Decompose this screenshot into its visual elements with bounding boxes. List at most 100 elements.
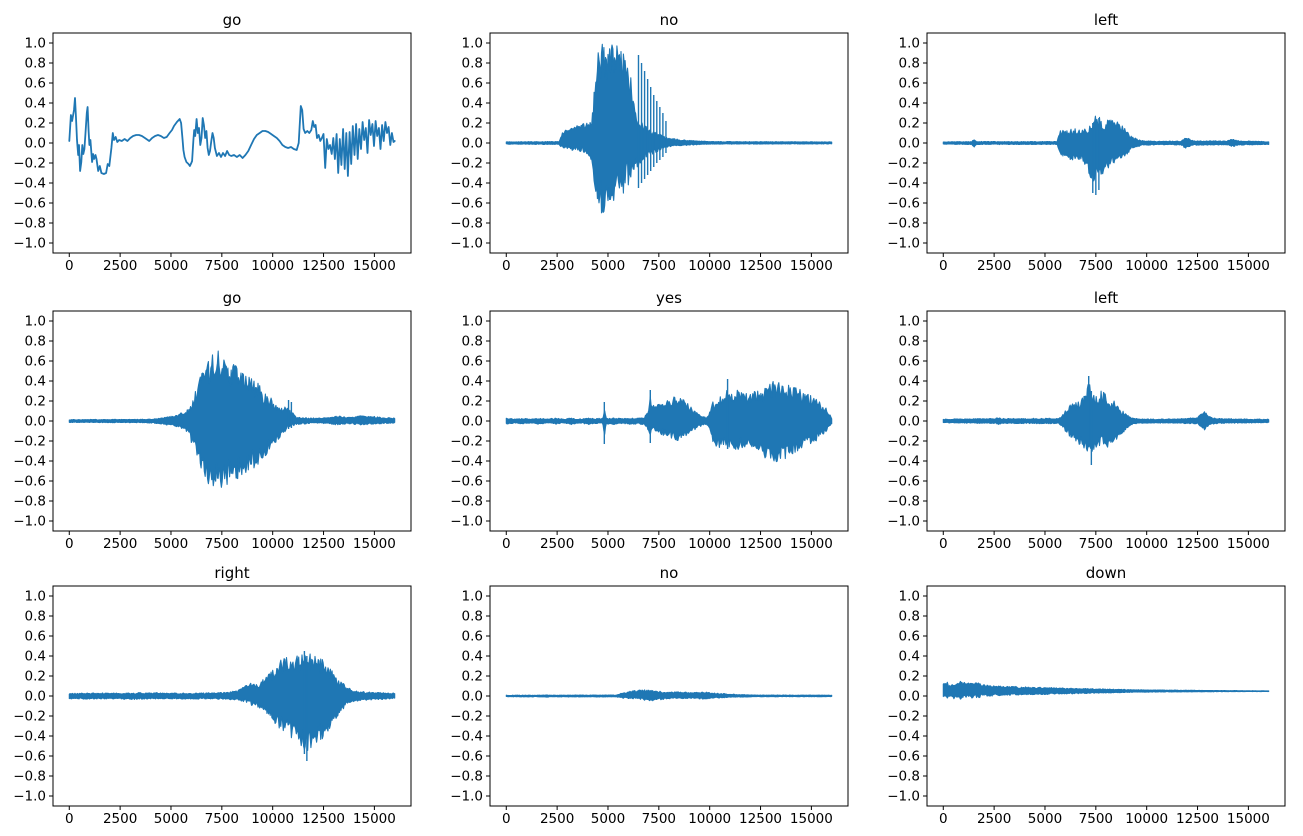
y-tick-label: 0.6 — [25, 354, 46, 370]
x-tick-label: 10000 — [688, 811, 731, 827]
y-tick-label: 0.0 — [899, 689, 920, 705]
y-tick-label: −0.4 — [887, 454, 920, 470]
x-tick-label: 2500 — [103, 258, 137, 274]
x-tick-label: 10000 — [251, 258, 294, 274]
y-tick-label: 1.0 — [899, 36, 920, 52]
waveform-envelope — [942, 384, 1270, 452]
y-tick-label: −0.4 — [887, 729, 920, 745]
y-tick-label: −0.4 — [450, 729, 483, 745]
y-tick-label: −0.4 — [13, 454, 46, 470]
y-tick-label: −0.6 — [13, 196, 46, 212]
x-tick-label: 0 — [939, 258, 948, 274]
x-tick-label: 12500 — [302, 258, 345, 274]
x-tick-label: 0 — [502, 258, 511, 274]
x-tick-label: 10000 — [1125, 258, 1168, 274]
y-tick-label: 0.4 — [25, 374, 46, 390]
x-tick-label: 15000 — [1227, 258, 1270, 274]
y-tick-label: 0.2 — [899, 394, 920, 410]
y-tick-label: 0.0 — [462, 414, 483, 430]
x-tick-label: 7500 — [1079, 536, 1113, 552]
x-tick-label: 2500 — [103, 536, 137, 552]
plot-title: right — [214, 564, 249, 582]
y-tick-label: 0.6 — [462, 629, 483, 645]
y-tick-label: 0.2 — [462, 394, 483, 410]
y-tick-label: 0.0 — [899, 136, 920, 152]
x-tick-label: 7500 — [205, 258, 239, 274]
y-tick-label: −0.2 — [450, 434, 483, 450]
plot-title: left — [1094, 289, 1118, 307]
x-tick-label: 10000 — [1125, 536, 1168, 552]
y-tick-label: −1.0 — [887, 514, 920, 530]
y-tick-label: 0.2 — [25, 394, 46, 410]
plot-title: no — [660, 564, 679, 582]
y-tick-label: 0.6 — [25, 76, 46, 92]
waveform-envelope — [505, 380, 833, 463]
y-tick-label: −1.0 — [450, 514, 483, 530]
x-tick-label: 15000 — [790, 536, 833, 552]
y-tick-label: −0.2 — [887, 434, 920, 450]
y-tick-label: 1.0 — [462, 589, 483, 605]
x-tick-label: 15000 — [790, 258, 833, 274]
x-tick-label: 7500 — [1079, 258, 1113, 274]
x-tick-label: 15000 — [353, 536, 396, 552]
x-tick-label: 12500 — [739, 811, 782, 827]
waveform-envelope — [68, 653, 396, 751]
y-tick-label: 0.2 — [462, 116, 483, 132]
y-tick-label: −0.4 — [450, 454, 483, 470]
y-tick-label: 0.0 — [899, 414, 920, 430]
y-tick-label: 0.8 — [25, 334, 46, 350]
plot-title: go — [223, 289, 242, 307]
x-tick-label: 0 — [939, 811, 948, 827]
y-tick-label: −0.2 — [13, 156, 46, 172]
y-tick-label: −0.8 — [450, 494, 483, 510]
plot-title: yes — [656, 289, 682, 307]
y-tick-label: 0.2 — [462, 669, 483, 685]
y-tick-label: 1.0 — [462, 36, 483, 52]
y-tick-label: 1.0 — [899, 589, 920, 605]
y-tick-label: 0.8 — [462, 609, 483, 625]
x-tick-label: 12500 — [302, 536, 345, 552]
y-tick-label: 0.6 — [25, 629, 46, 645]
y-tick-label: −0.8 — [887, 769, 920, 785]
y-tick-label: 0.2 — [899, 669, 920, 685]
x-tick-label: 10000 — [251, 536, 294, 552]
y-tick-label: −0.6 — [13, 474, 46, 490]
x-tick-label: 12500 — [1176, 258, 1219, 274]
y-tick-label: 0.4 — [462, 96, 483, 112]
y-tick-label: −0.2 — [887, 156, 920, 172]
y-tick-label: −1.0 — [450, 236, 483, 252]
subplot-go-0: go 1.0 0.8 0.6 0.4 0.2 0.0 −0.2 −0.4 −0.6 −0.8 −1.0… — [13, 11, 412, 274]
x-tick-label: 2500 — [977, 258, 1011, 274]
y-tick-label: 0.0 — [25, 689, 46, 705]
y-tick-label: −0.2 — [887, 709, 920, 725]
y-tick-label: −1.0 — [887, 236, 920, 252]
x-tick-label: 10000 — [688, 536, 731, 552]
y-tick-label: −1.0 — [13, 236, 46, 252]
x-tick-label: 10000 — [251, 811, 294, 827]
subplot-left-2: left 1.0 0.8 0.6 0.4 0.2 0.0 −0.2 −0.4 −0.6 −0.8 −1… — [887, 11, 1286, 274]
subplot-yes-4: yes 1.0 0.8 0.6 0.4 0.2 0.0 −0.2 −0.4 −0.6 −0.8 −1.… — [450, 289, 849, 552]
plot-title: left — [1094, 11, 1118, 29]
x-tick-label: 5000 — [1028, 258, 1062, 274]
y-tick-label: −0.8 — [887, 494, 920, 510]
x-tick-label: 0 — [65, 811, 74, 827]
y-tick-label: 0.6 — [899, 76, 920, 92]
y-tick-label: −0.8 — [13, 216, 46, 232]
y-tick-label: −0.6 — [450, 749, 483, 765]
y-tick-label: 0.4 — [899, 649, 920, 665]
y-tick-label: −0.6 — [450, 196, 483, 212]
y-tick-label: 0.8 — [462, 334, 483, 350]
y-tick-label: 1.0 — [899, 314, 920, 330]
x-tick-label: 0 — [502, 536, 511, 552]
x-tick-label: 5000 — [154, 536, 188, 552]
x-tick-label: 7500 — [642, 258, 676, 274]
y-tick-label: −0.8 — [450, 769, 483, 785]
x-tick-label: 5000 — [1028, 811, 1062, 827]
y-tick-label: −0.6 — [887, 196, 920, 212]
subplot-right-6: right 1.0 0.8 0.6 0.4 0.2 0.0 −0.2 −0.4 −0.6 −0.8 −… — [13, 564, 412, 827]
x-tick-label: 2500 — [977, 536, 1011, 552]
y-tick-label: 0.4 — [25, 96, 46, 112]
y-tick-label: −1.0 — [13, 789, 46, 805]
y-tick-label: −0.2 — [13, 434, 46, 450]
